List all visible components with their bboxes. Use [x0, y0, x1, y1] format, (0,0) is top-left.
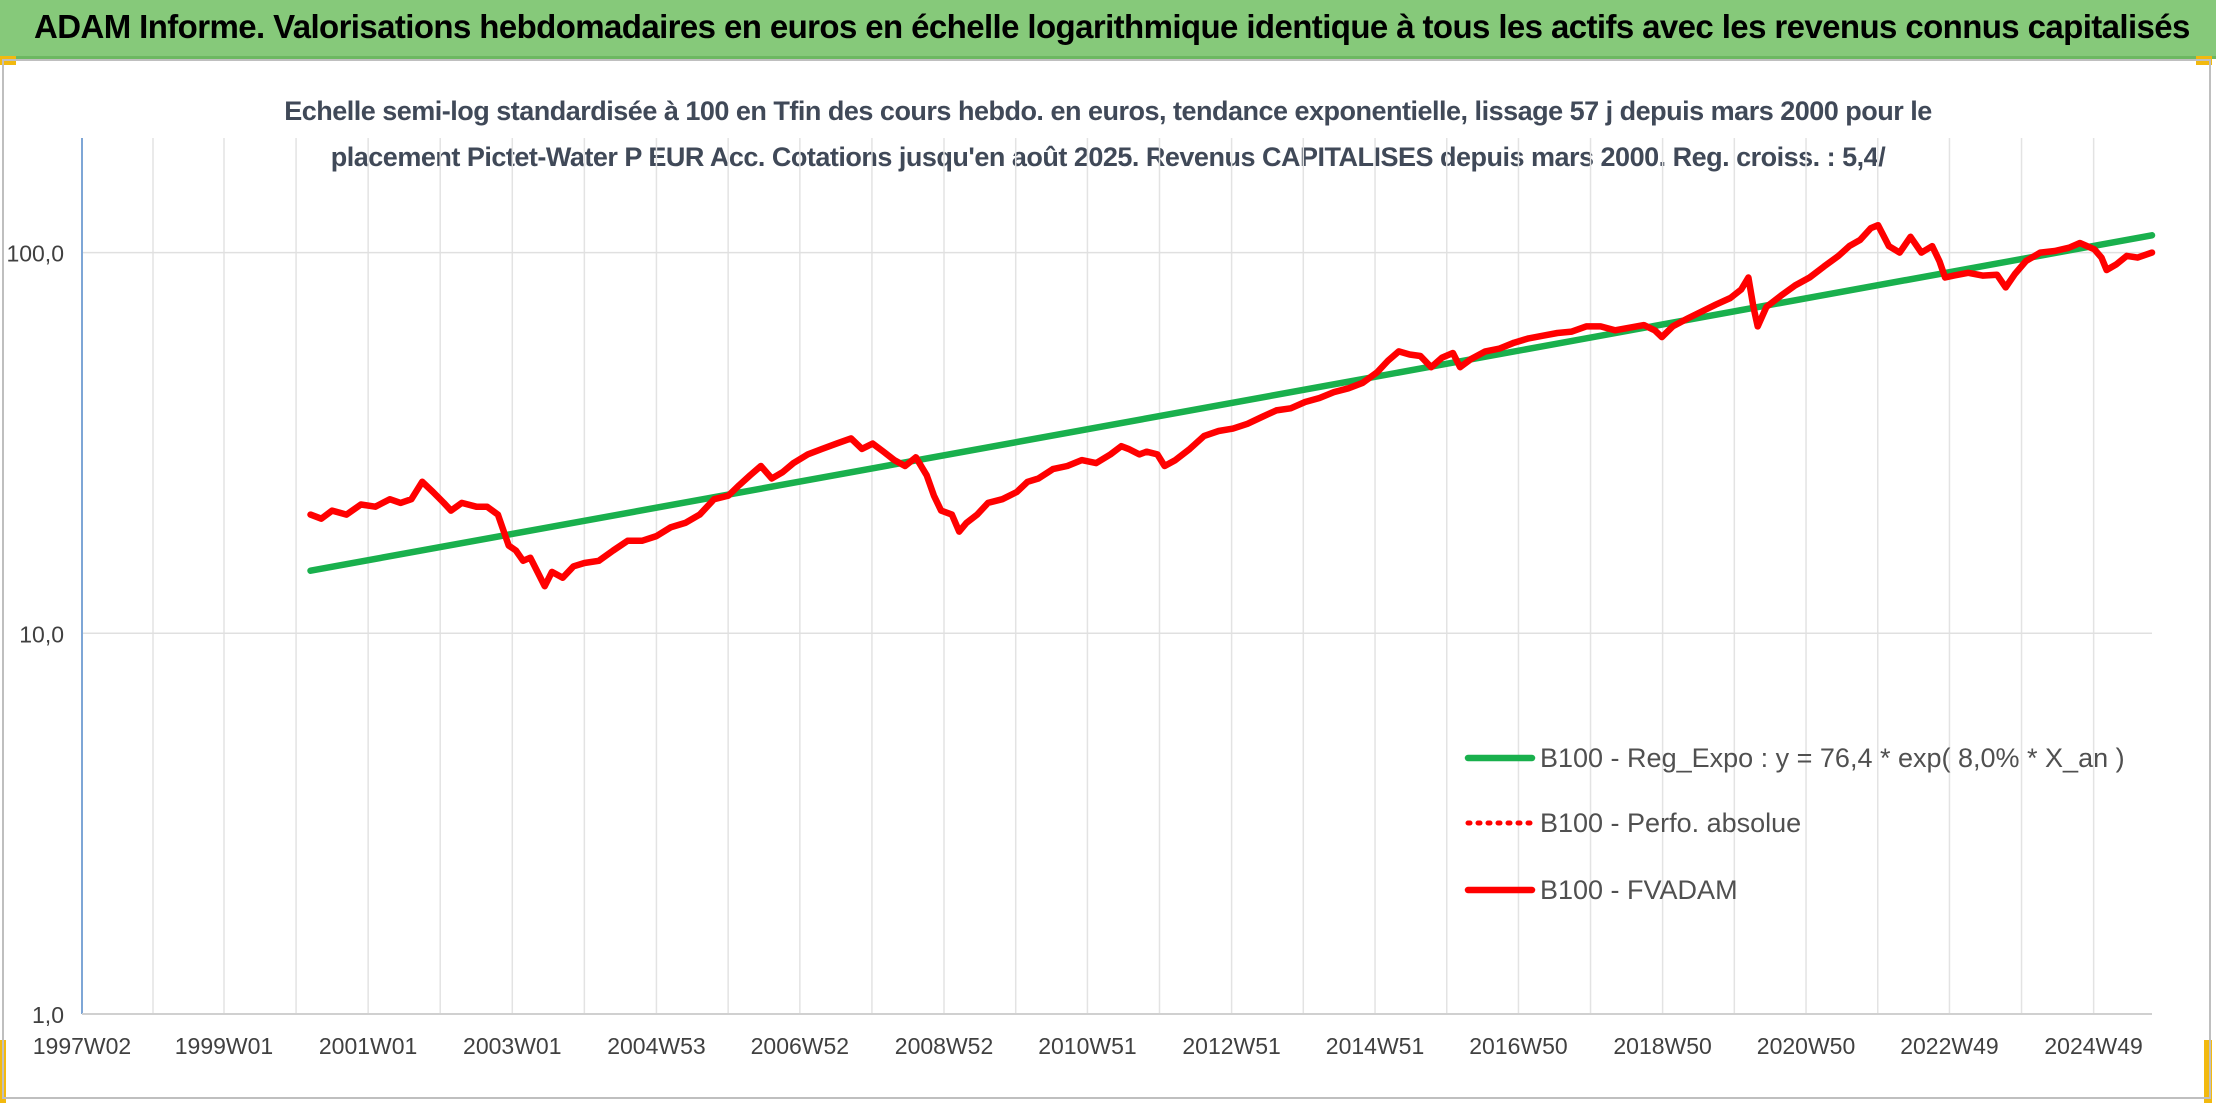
x-tick-label: 2022W49 — [1900, 1033, 1998, 1059]
x-tick-label: 2004W53 — [607, 1033, 705, 1059]
corner-accent-bottom-right — [2204, 1040, 2212, 1103]
chart-frame — [2, 59, 2211, 1099]
axes — [81, 138, 2152, 1015]
vertical-gridlines — [81, 138, 2095, 1014]
x-tick-label: 2003W01 — [463, 1033, 561, 1059]
x-tick-label: 1997W02 — [33, 1033, 131, 1059]
x-tick-label: 2016W50 — [1469, 1033, 1567, 1059]
series-layer — [307, 221, 2156, 590]
legend-label-1: B100 - Perfo. absolue — [1540, 808, 1801, 838]
x-tick-label: 2012W51 — [1182, 1033, 1280, 1059]
y-tick-label: 10,0 — [19, 621, 64, 647]
y-tick-label: 1,0 — [32, 1002, 64, 1028]
legend: B100 - Reg_Expo : y = 76,4 * exp( 8,0% *… — [1464, 743, 2125, 905]
x-tick-label: 2006W52 — [751, 1033, 849, 1059]
y-tick-label: 100,0 — [6, 241, 64, 267]
chart-title-line-1: Echelle semi-log standardisée à 100 en T… — [284, 96, 1932, 126]
legend-label-0: B100 - Reg_Expo : y = 76,4 * exp( 8,0% *… — [1540, 743, 2125, 773]
x-tick-label: 2001W01 — [319, 1033, 417, 1059]
header-bar: ADAM Informe. Valorisations hebdomadaire… — [0, 0, 2216, 59]
y-tick-labels: 1,0 10,0 100,0 — [6, 241, 64, 1028]
x-tick-label: 2008W52 — [895, 1033, 993, 1059]
x-tick-label: 2024W49 — [2044, 1033, 2142, 1059]
x-tick-label: 2014W51 — [1326, 1033, 1424, 1059]
x-tick-labels: 1997W02 1999W01 2001W01 2003W01 2004W53 2006W… — [33, 1033, 2143, 1059]
series-line-0 — [307, 232, 2156, 574]
horizontal-gridlines — [82, 251, 2152, 1015]
chart-title-line-2: placement Pictet-Water P EUR Acc. Cotati… — [330, 142, 1886, 172]
x-tick-label: 2020W50 — [1757, 1033, 1855, 1059]
legend-label-2: B100 - FVADAM — [1540, 875, 1738, 905]
series-line-2 — [307, 221, 2156, 590]
x-tick-label: 2018W50 — [1613, 1033, 1711, 1059]
page-title: ADAM Informe. Valorisations hebdomadaire… — [34, 8, 2190, 45]
x-tick-label: 1999W01 — [175, 1033, 273, 1059]
x-tick-label: 2010W51 — [1038, 1033, 1136, 1059]
